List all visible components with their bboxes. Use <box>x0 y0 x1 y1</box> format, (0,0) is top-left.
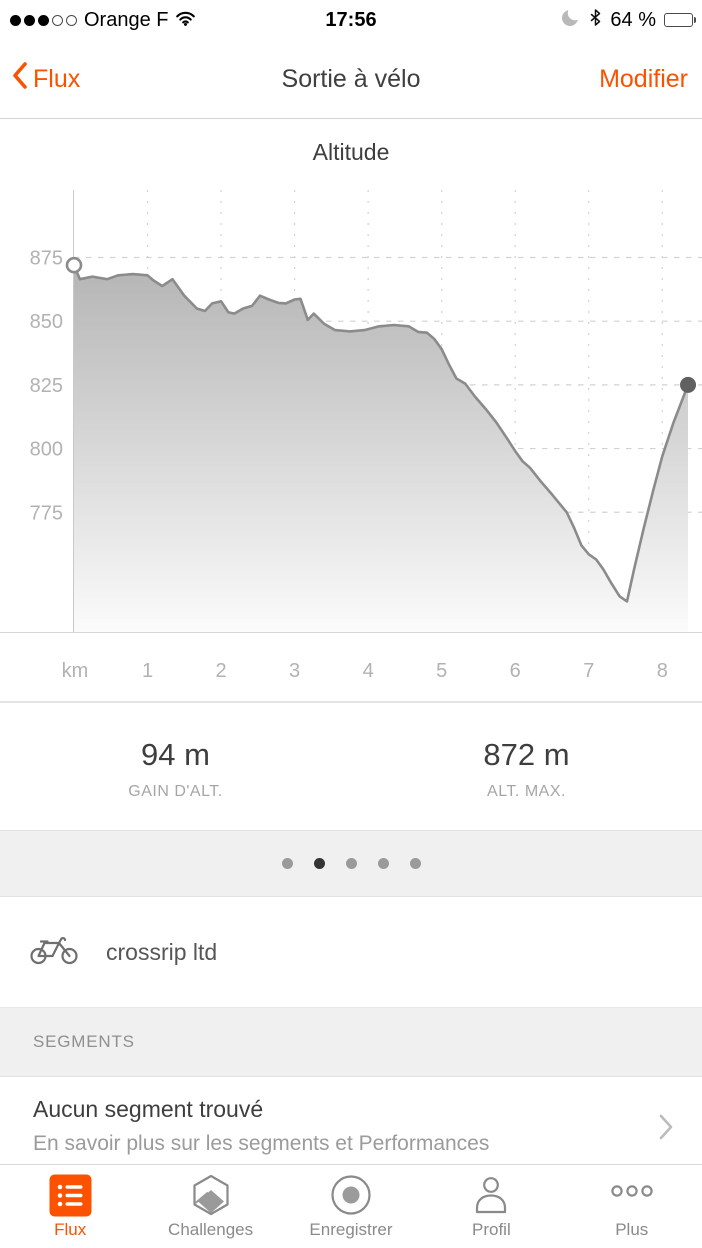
tab-record[interactable]: Enregistrer <box>281 1165 421 1248</box>
tab-bar: Flux Challenges Enregistrer <box>0 1164 702 1248</box>
tab-label: Profil <box>472 1220 511 1239</box>
svg-text:6: 6 <box>510 660 521 682</box>
clock-label: 17:56 <box>325 8 377 31</box>
battery-icon <box>664 13 696 27</box>
wifi-icon <box>175 9 196 32</box>
svg-text:775: 775 <box>30 502 63 524</box>
svg-text:2: 2 <box>216 660 227 682</box>
tab-more[interactable]: Plus <box>562 1165 702 1248</box>
svg-text:850: 850 <box>30 311 63 333</box>
svg-text:4: 4 <box>363 660 374 682</box>
page-dot[interactable] <box>345 858 357 869</box>
edit-button[interactable]: Modifier <box>599 64 688 93</box>
challenges-hexagon-icon <box>189 1172 233 1218</box>
stat-value: 94 m <box>141 736 210 772</box>
stat-elevation-gain: 94 m GAIN D'ALT. <box>0 703 351 830</box>
feed-list-icon <box>49 1172 92 1218</box>
back-button[interactable]: Flux <box>12 40 80 118</box>
bike-icon <box>30 935 78 970</box>
svg-text:7: 7 <box>583 660 594 682</box>
stat-label: ALT. MAX. <box>487 782 566 800</box>
tab-label: Enregistrer <box>309 1220 393 1239</box>
stat-max-altitude: 872 m ALT. MAX. <box>351 703 702 830</box>
back-label: Flux <box>33 64 81 93</box>
svg-text:3: 3 <box>289 660 300 682</box>
page-control[interactable] <box>0 830 702 897</box>
elevation-chart: 875 850 825 800 775 km 1 2 3 4 5 6 7 8 <box>0 190 702 703</box>
gear-name: crossrip ltd <box>106 938 218 965</box>
chevron-right-icon <box>658 1113 674 1146</box>
segments-subtitle: En savoir plus sur les segments et Perfo… <box>33 1132 490 1155</box>
tab-label: Flux <box>54 1220 87 1239</box>
battery-percent-label: 64 % <box>610 8 656 31</box>
chart-title: Altitude <box>312 139 390 165</box>
stat-label: GAIN D'ALT. <box>128 782 223 800</box>
svg-text:1: 1 <box>142 660 153 682</box>
page-dot[interactable] <box>377 858 389 869</box>
stat-value: 872 m <box>483 736 570 772</box>
svg-text:825: 825 <box>30 375 63 397</box>
page-dot[interactable] <box>313 858 325 869</box>
segments-title: Aucun segment trouvé <box>33 1096 264 1122</box>
tab-feed[interactable]: Flux <box>0 1165 140 1248</box>
moon-icon <box>561 5 583 33</box>
gear-row[interactable]: crossrip ltd <box>0 897 702 1007</box>
segments-section-header: SEGMENTS <box>0 1007 702 1077</box>
svg-text:8: 8 <box>657 660 668 682</box>
page-title: Sortie à vélo <box>281 64 421 93</box>
svg-text:km: km <box>62 660 89 682</box>
tab-label: Plus <box>615 1220 649 1239</box>
segments-row[interactable]: Aucun segment trouvé En savoir plus sur … <box>0 1077 702 1164</box>
tab-profile[interactable]: Profil <box>421 1165 561 1248</box>
bluetooth-icon <box>589 8 602 33</box>
carrier-label: Orange F <box>84 8 169 31</box>
svg-text:800: 800 <box>30 439 63 461</box>
svg-text:5: 5 <box>436 660 447 682</box>
tab-challenges[interactable]: Challenges <box>140 1165 280 1248</box>
status-bar: Orange F 17:56 <box>0 0 702 40</box>
page-dot[interactable] <box>281 858 293 869</box>
nav-bar: Flux Sortie à vélo Modifier <box>0 40 702 119</box>
more-ellipsis-icon <box>609 1172 655 1218</box>
stats-row: 94 m GAIN D'ALT. 872 m ALT. MAX. <box>0 703 702 830</box>
tab-label: Challenges <box>168 1220 254 1239</box>
record-button-icon <box>330 1172 372 1218</box>
svg-text:875: 875 <box>30 248 63 270</box>
page-dot[interactable] <box>409 858 421 869</box>
chevron-left-icon <box>12 62 27 96</box>
profile-person-icon <box>469 1172 513 1218</box>
cell-signal-dots-icon <box>10 14 77 26</box>
